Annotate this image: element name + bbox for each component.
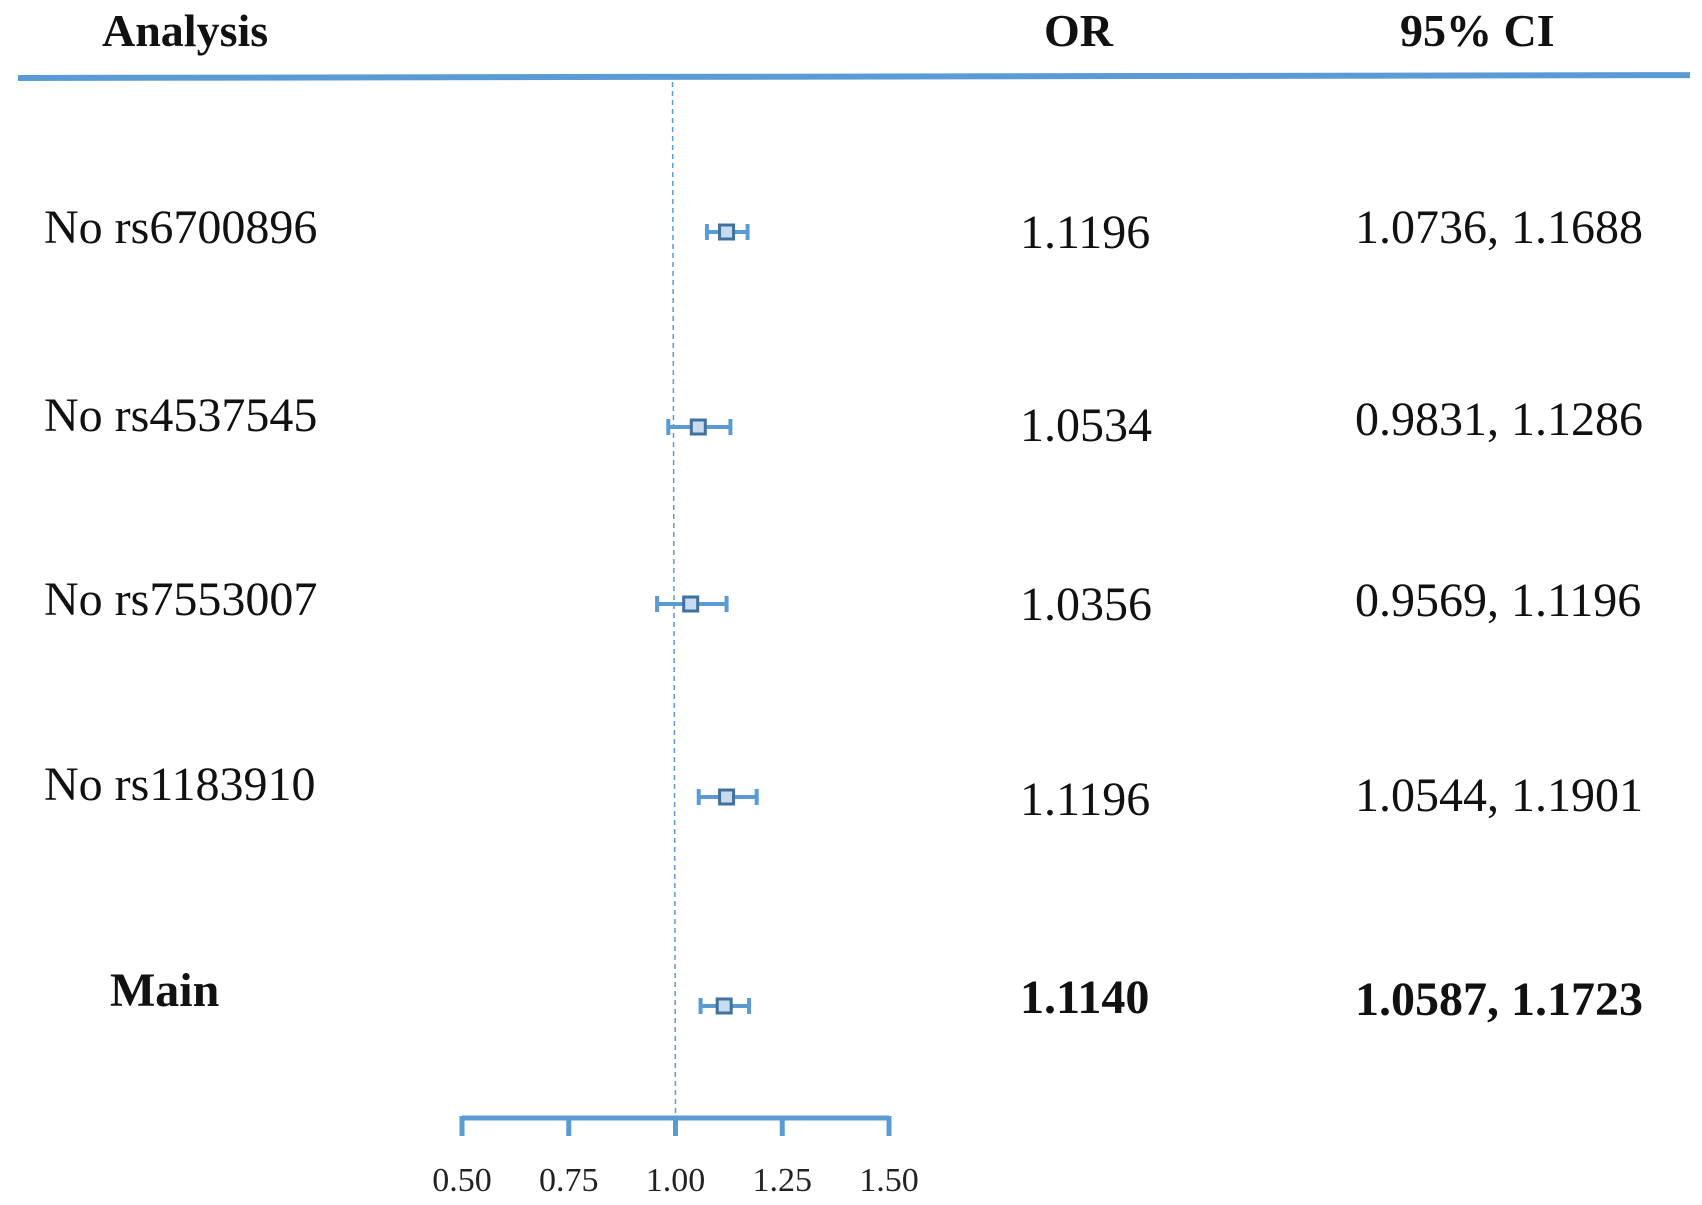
row-label: No rs4537545 [44,389,318,442]
row-or-value: 1.0356 [1020,578,1152,631]
x-tick-label: 1.25 [753,1162,813,1199]
reference-line [671,81,677,1119]
row-ci-value: 0.9569, 1.1196 [1355,574,1642,627]
x-tick-label: 0.75 [539,1162,599,1199]
row-ci-value: 1.0736, 1.1688 [1355,201,1643,254]
row-label: No rs6700896 [44,201,318,254]
row-or-value: 1.1140 [1020,971,1150,1024]
column-header-or: OR [1044,5,1113,56]
row-label: No rs1183910 [44,758,316,811]
x-tick-label: 0.50 [432,1162,492,1199]
point-estimate-marker [682,595,700,613]
point-estimate-marker [718,788,736,806]
row-ci-value: 1.0587, 1.1723 [1355,973,1643,1026]
row-ci-value: 1.0544, 1.1901 [1355,769,1643,822]
x-tick-label: 1.00 [646,1162,706,1199]
point-estimate-marker [715,997,733,1015]
row-or-value: 1.0534 [1020,399,1152,452]
row-label: No rs7553007 [44,573,318,626]
row-ci-value: 0.9831, 1.1286 [1355,393,1643,446]
row-or-value: 1.1196 [1020,206,1151,259]
column-header-ci: 95% CI [1400,5,1555,56]
point-estimate-marker [718,223,736,241]
column-header-analysis: Analysis [102,5,269,56]
point-estimate-marker [689,418,707,436]
row-or-value: 1.1196 [1020,773,1151,826]
x-tick-label: 1.50 [859,1162,919,1199]
row-label: Main [110,964,220,1017]
